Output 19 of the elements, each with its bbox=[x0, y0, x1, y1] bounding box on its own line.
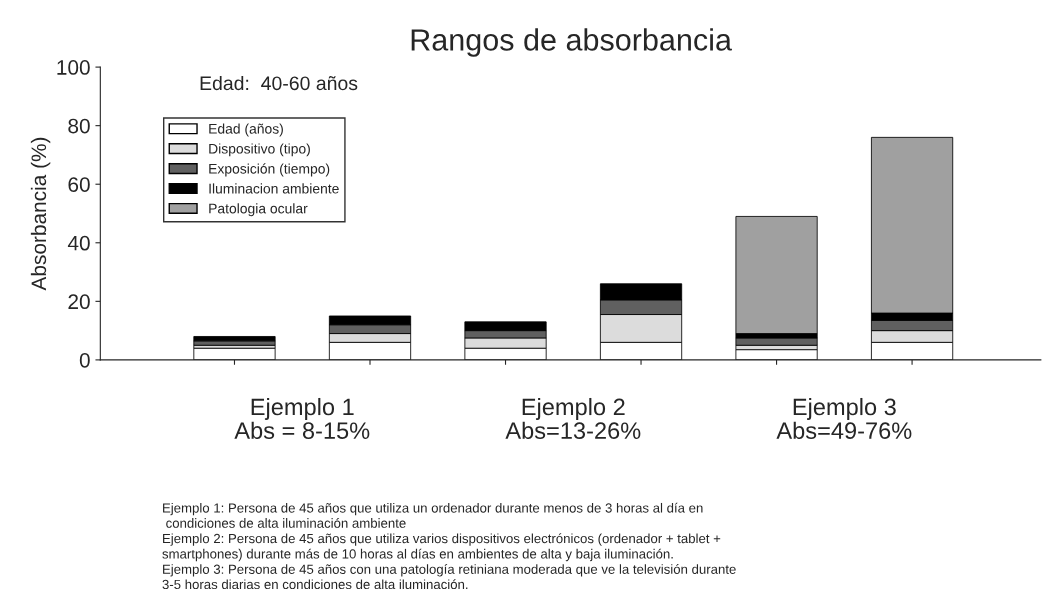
annotation: Edad: 40-60 años bbox=[200, 75, 358, 91]
legend-label: Dispositivo (tipo) bbox=[209, 143, 310, 157]
y-tick-label: 80 bbox=[68, 118, 90, 134]
legend-label: Exposición (tiempo) bbox=[209, 163, 330, 177]
chart-title: Rangos de absorbancia bbox=[411, 28, 732, 57]
legend-label: Edad (años) bbox=[209, 123, 283, 137]
y-tick-label: 60 bbox=[68, 177, 90, 192]
text: Ejemplo 2 Abs=13-26% bbox=[505, 397, 641, 440]
y-tick-label: 0 bbox=[79, 352, 90, 368]
y-tick-label: 100 bbox=[57, 60, 90, 75]
y-tick-label: 20 bbox=[68, 294, 90, 310]
legend-label: Patologia ocular bbox=[209, 203, 308, 217]
legend-label: Iluminacion ambiente bbox=[209, 183, 339, 194]
y-tick-label: 40 bbox=[67, 235, 90, 251]
text: Ejemplo 1 Abs = 8-15% bbox=[234, 397, 370, 440]
bar bbox=[193, 336, 276, 342]
y-axis-title: Absorbancia (%) bbox=[30, 137, 51, 291]
text: Ejemplo 3 Abs=49-76% bbox=[776, 397, 912, 440]
text: Ejemplo 1: Persona de 45 años que utiliza un ordenador durante menos de 3 horas al día en condiciones de alta iluminación ambiente Ejemplo 2: Persona de 45 años que utiliza varios dispositivos electrónicos (ordenador + tablet + smartphones) durante más de 10 horas al días en ambientes de alta y baja iluminación. Ejemplo 3: Persona de 45 años con una patología retiniana moderada que ve la televisión durante 3-5 horas diarias en condiciones de alta iluminación. bbox=[162, 502, 736, 590]
